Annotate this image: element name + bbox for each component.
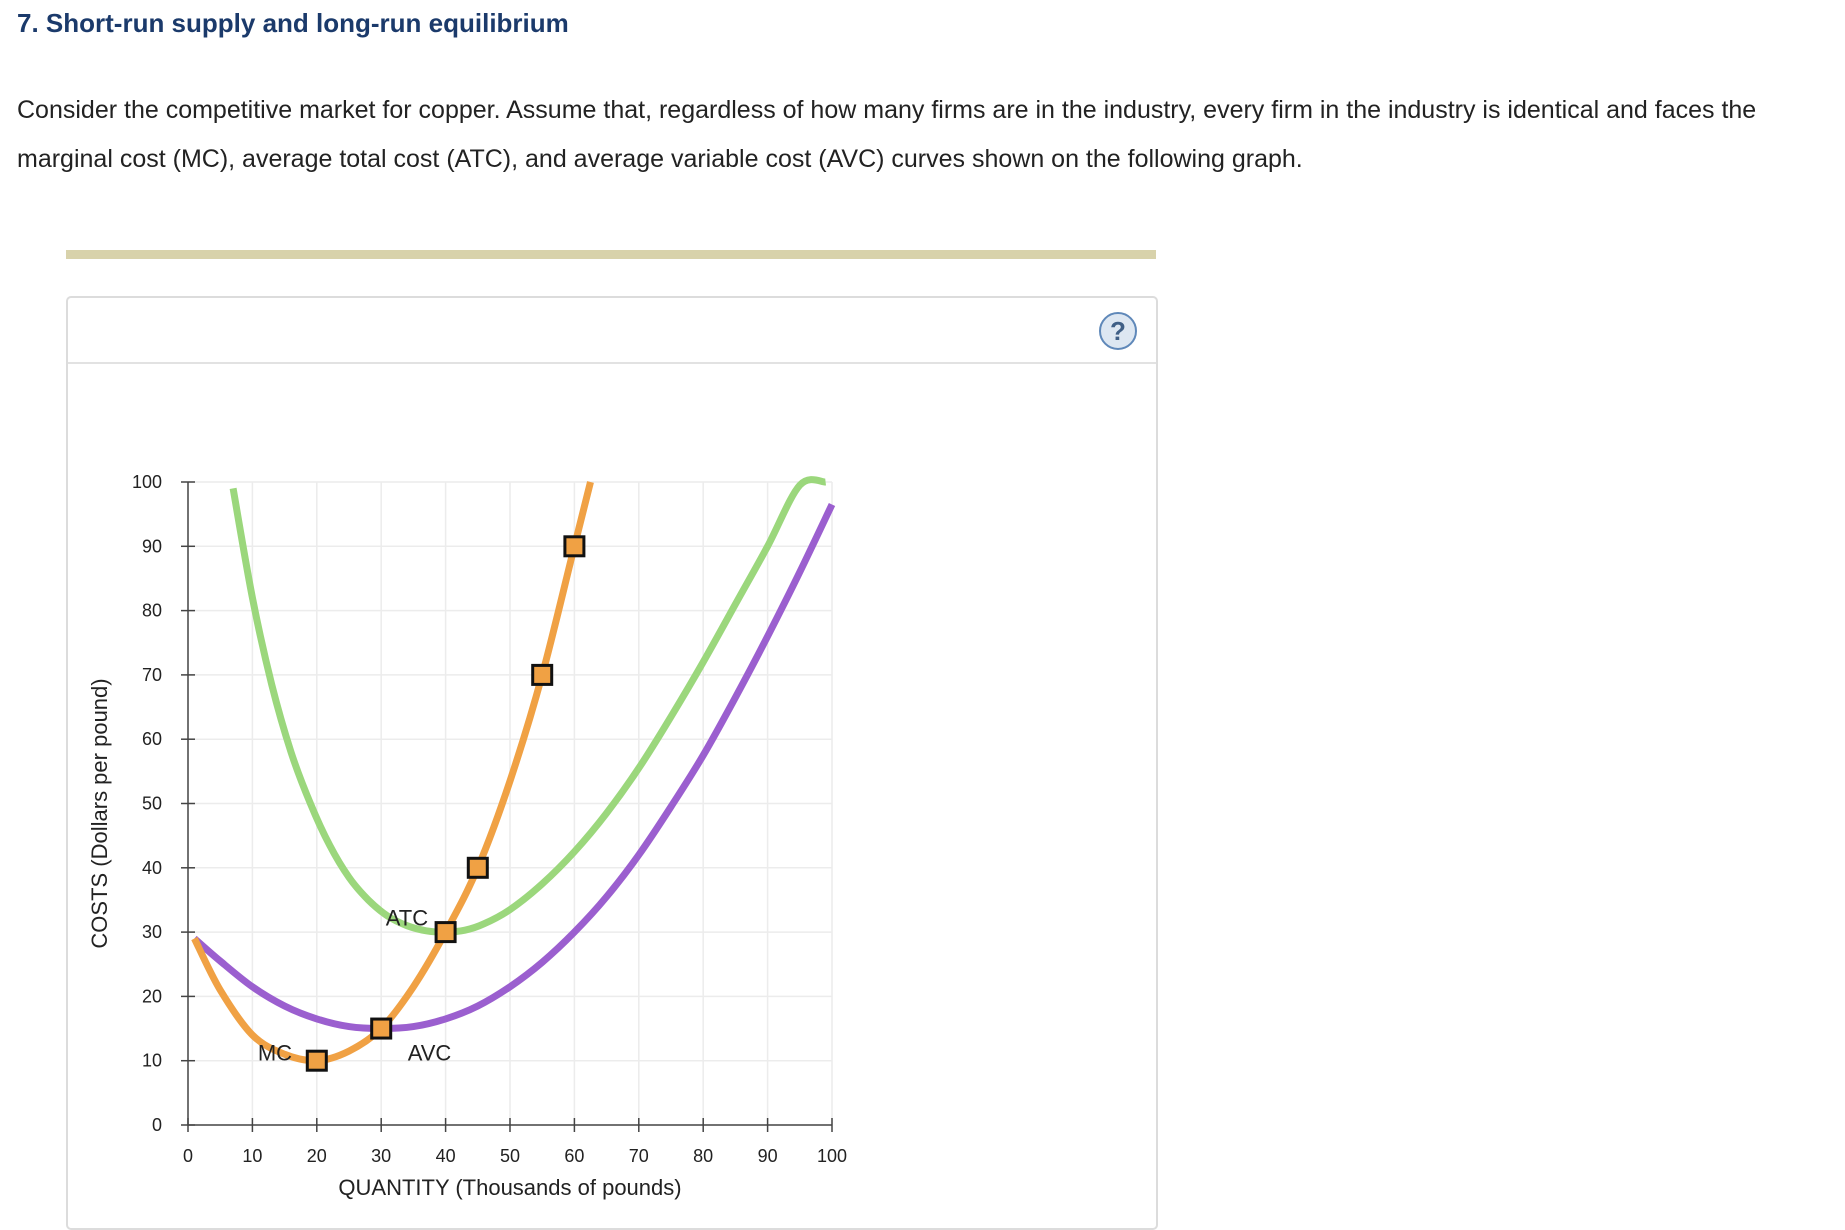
x-tick-label: 10 — [242, 1146, 262, 1166]
x-tick-label: 20 — [307, 1146, 327, 1166]
mc-point-marker[interactable] — [531, 663, 554, 686]
mc-point-marker[interactable] — [466, 856, 489, 879]
y-tick-label: 50 — [142, 794, 162, 814]
x-tick-label: 80 — [693, 1146, 713, 1166]
graph-panel: ? 0 10 20 30 40 50 60 70 80 90 100 0 10 20 30 40 50 60 70 8… — [66, 296, 1158, 1230]
mc-point-marker[interactable] — [370, 1017, 393, 1040]
y-tick-label: 70 — [142, 665, 162, 685]
y-tick-label: 60 — [142, 729, 162, 749]
cost-curves — [191, 476, 836, 1065]
x-tick-label: 90 — [758, 1146, 778, 1166]
y-tick-label: 100 — [132, 472, 162, 492]
cost-curves-chart: 0 10 20 30 40 50 60 70 80 90 100 0 10 20 30 40 50 60 70 80 9… — [87, 472, 847, 1200]
x-tick-label: 30 — [371, 1146, 391, 1166]
mc-point-marker[interactable] — [434, 921, 457, 944]
x-tick-label: 0 — [183, 1146, 193, 1166]
graph-panel-header: ? — [68, 298, 1156, 364]
mc-point-marker[interactable] — [305, 1049, 328, 1072]
y-tick-label: 20 — [142, 986, 162, 1006]
x-axis-title: QUANTITY (Thousands of pounds) — [338, 1175, 681, 1200]
curve-atc — [229, 476, 826, 936]
grid-lines — [188, 481, 833, 1125]
y-tick-label: 80 — [142, 601, 162, 621]
x-tick-label: 70 — [629, 1146, 649, 1166]
section-divider — [66, 250, 1156, 259]
curve-label-avc: AVC — [408, 1041, 452, 1066]
curve-label-mc: MC — [258, 1041, 292, 1066]
y-tick-label: 10 — [142, 1051, 162, 1071]
curve-label-atc: ATC — [386, 906, 428, 931]
mc-point-marker[interactable] — [563, 535, 586, 558]
x-tick-label: 50 — [500, 1146, 520, 1166]
y-tick-label: 0 — [152, 1115, 162, 1135]
axes: 0 10 20 30 40 50 60 70 80 90 100 0 10 20 30 40 50 60 70 80 9… — [87, 472, 847, 1200]
x-tick-label: 40 — [436, 1146, 456, 1166]
intro-paragraph: Consider the competitive market for copp… — [17, 96, 1757, 173]
page-heading: 7. Short-run supply and long-run equilib… — [17, 8, 569, 38]
y-tick-label: 90 — [142, 536, 162, 556]
x-tick-label: 100 — [817, 1146, 847, 1166]
x-tick-label: 60 — [564, 1146, 584, 1166]
help-icon[interactable]: ? — [1099, 312, 1137, 350]
curve-labels: ATC AVC MC — [258, 906, 452, 1066]
y-tick-label: 40 — [142, 858, 162, 878]
y-tick-label: 30 — [142, 922, 162, 942]
y-axis-title: COSTS (Dollars per pound) — [87, 678, 112, 948]
curve-avc — [192, 502, 836, 1032]
mc-markers — [305, 535, 586, 1072]
